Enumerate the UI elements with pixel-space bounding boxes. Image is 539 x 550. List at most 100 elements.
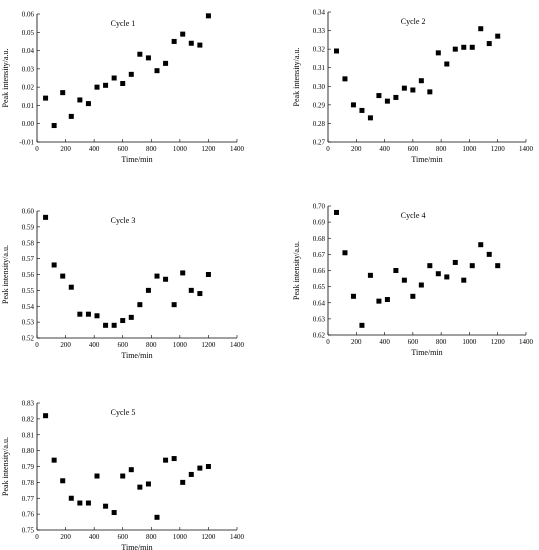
y-tick-label: 0.55 (22, 287, 35, 295)
data-point (444, 61, 450, 67)
data-point (180, 479, 186, 485)
x-tick-label: 1400 (230, 533, 245, 541)
data-point (401, 85, 407, 91)
data-point (367, 115, 373, 121)
y-tick-label: 0.52 (22, 335, 35, 343)
x-tick-label: 800 (436, 145, 447, 153)
data-point (77, 311, 83, 317)
x-tick-label: 800 (146, 341, 157, 349)
x-tick-label: 1200 (201, 145, 216, 153)
y-tick-label: 0.00 (22, 120, 35, 128)
data-point (495, 33, 501, 39)
panel-title: Cycle 2 (401, 17, 426, 26)
x-axis-title: Time/min (411, 348, 442, 357)
data-point (188, 471, 194, 477)
data-point (478, 26, 484, 32)
x-tick-label: 400 (379, 338, 390, 346)
data-point (85, 101, 91, 107)
data-point (171, 456, 177, 462)
y-tick-label: 0.64 (313, 299, 326, 307)
y-tick-label: 0.66 (313, 267, 326, 275)
data-point (384, 98, 390, 104)
x-tick-label: 400 (89, 341, 100, 349)
x-axis-title: Time/min (411, 155, 442, 164)
x-tick-label: 1000 (462, 338, 477, 346)
data-point (145, 55, 151, 61)
data-point (401, 277, 407, 283)
data-point (145, 287, 151, 293)
x-tick-label: 1000 (462, 145, 477, 153)
data-point (43, 413, 49, 419)
y-axis-title: Peak intensity/a.u. (1, 245, 10, 304)
data-point (393, 94, 399, 100)
data-point (154, 273, 160, 279)
data-point (180, 31, 186, 37)
x-tick-label: 400 (379, 145, 390, 153)
x-tick-label: 800 (436, 338, 447, 346)
data-point (367, 272, 373, 278)
y-tick-label: 0.02 (22, 84, 35, 92)
data-point (188, 287, 194, 293)
y-tick-label: 0.62 (313, 332, 326, 340)
y-tick-label: 0.60 (22, 208, 35, 216)
y-tick-label: 0.81 (22, 431, 35, 439)
x-tick-label: 1200 (201, 341, 216, 349)
data-point (60, 273, 66, 279)
data-point (197, 42, 203, 48)
data-point (384, 297, 390, 303)
data-point (197, 291, 203, 297)
data-point (43, 95, 49, 101)
data-point (94, 313, 100, 319)
x-tick-label: 0 (326, 145, 330, 153)
data-point (486, 251, 492, 257)
data-point (43, 214, 49, 220)
data-point (85, 500, 91, 506)
x-tick-label: 200 (351, 338, 362, 346)
x-tick-label: 400 (89, 145, 100, 153)
y-tick-label: 0.82 (22, 415, 35, 423)
data-point (427, 263, 433, 269)
x-tick-label: 0 (326, 338, 330, 346)
data-point (51, 457, 57, 463)
y-axis-title: Peak intensity/a.u. (292, 241, 301, 300)
data-point (77, 97, 83, 103)
x-tick-label: 600 (408, 338, 419, 346)
y-tick-label: 0.30 (313, 83, 326, 91)
x-tick-label: 1000 (173, 341, 188, 349)
data-point (205, 464, 211, 469)
data-point (94, 473, 100, 479)
data-point (77, 500, 83, 506)
data-point (128, 467, 134, 473)
y-axis-title: Peak intensity/a.u. (292, 48, 301, 107)
y-tick-label: 0.54 (22, 303, 35, 311)
x-tick-label: 600 (117, 533, 128, 541)
panel-cycle-2: 0 200 400 600 800 1000 1200 1400 0.27 0.28 0.29 0.3… (292, 9, 534, 165)
y-tick-label: 0.31 (313, 64, 326, 72)
data-point (469, 263, 475, 269)
x-tick-label: 0 (35, 533, 39, 541)
y-tick-label: 0.05 (22, 29, 35, 37)
data-point (486, 41, 492, 47)
panel-title: Cycle 3 (111, 216, 136, 225)
y-tick-label: 0.06 (22, 11, 35, 19)
data-point (495, 263, 501, 269)
data-point (452, 259, 458, 265)
y-tick-label: 0.34 (313, 9, 326, 17)
x-tick-label: 600 (408, 145, 419, 153)
x-tick-label: 1400 (519, 145, 534, 153)
data-point (359, 322, 365, 328)
data-point (60, 478, 66, 484)
data-point (376, 93, 382, 99)
data-point (452, 46, 458, 52)
panel-cycle-5: 0 200 400 600 800 1000 1200 1400 0.75 0.76 0.77 0.7… (1, 400, 245, 550)
data-point (111, 322, 117, 328)
y-tick-label: 0.29 (313, 101, 326, 109)
x-axis-title: Time/min (121, 155, 152, 164)
x-tick-label: 1200 (201, 533, 216, 541)
panel-title: Cycle 1 (111, 19, 136, 28)
y-tick-label: 0.68 (313, 235, 326, 243)
y-tick-label: 0.58 (22, 239, 35, 247)
data-point (393, 268, 399, 273)
y-tick-label: 0.27 (313, 139, 326, 147)
data-point (137, 51, 143, 57)
